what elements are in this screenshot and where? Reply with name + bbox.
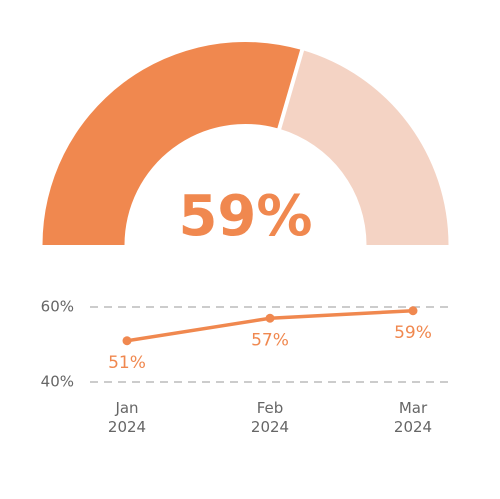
gauge-track	[279, 50, 449, 246]
x-tick-label: Jan 2024	[107, 399, 147, 436]
point	[265, 313, 275, 323]
x-tick-label: Feb 2024	[250, 399, 290, 436]
point	[122, 336, 132, 346]
y-tick-label: 40%	[41, 373, 74, 391]
point	[408, 306, 418, 316]
data-label: 57%	[251, 330, 289, 350]
data-label: 51%	[108, 353, 146, 373]
data-label: 59%	[394, 323, 432, 343]
gauge-label: 59%	[178, 184, 312, 249]
y-tick-label: 60%	[41, 298, 74, 316]
x-tick-label: Mar 2024	[393, 399, 433, 436]
gauge-divider	[276, 47, 305, 132]
gauge-value	[42, 42, 303, 245]
